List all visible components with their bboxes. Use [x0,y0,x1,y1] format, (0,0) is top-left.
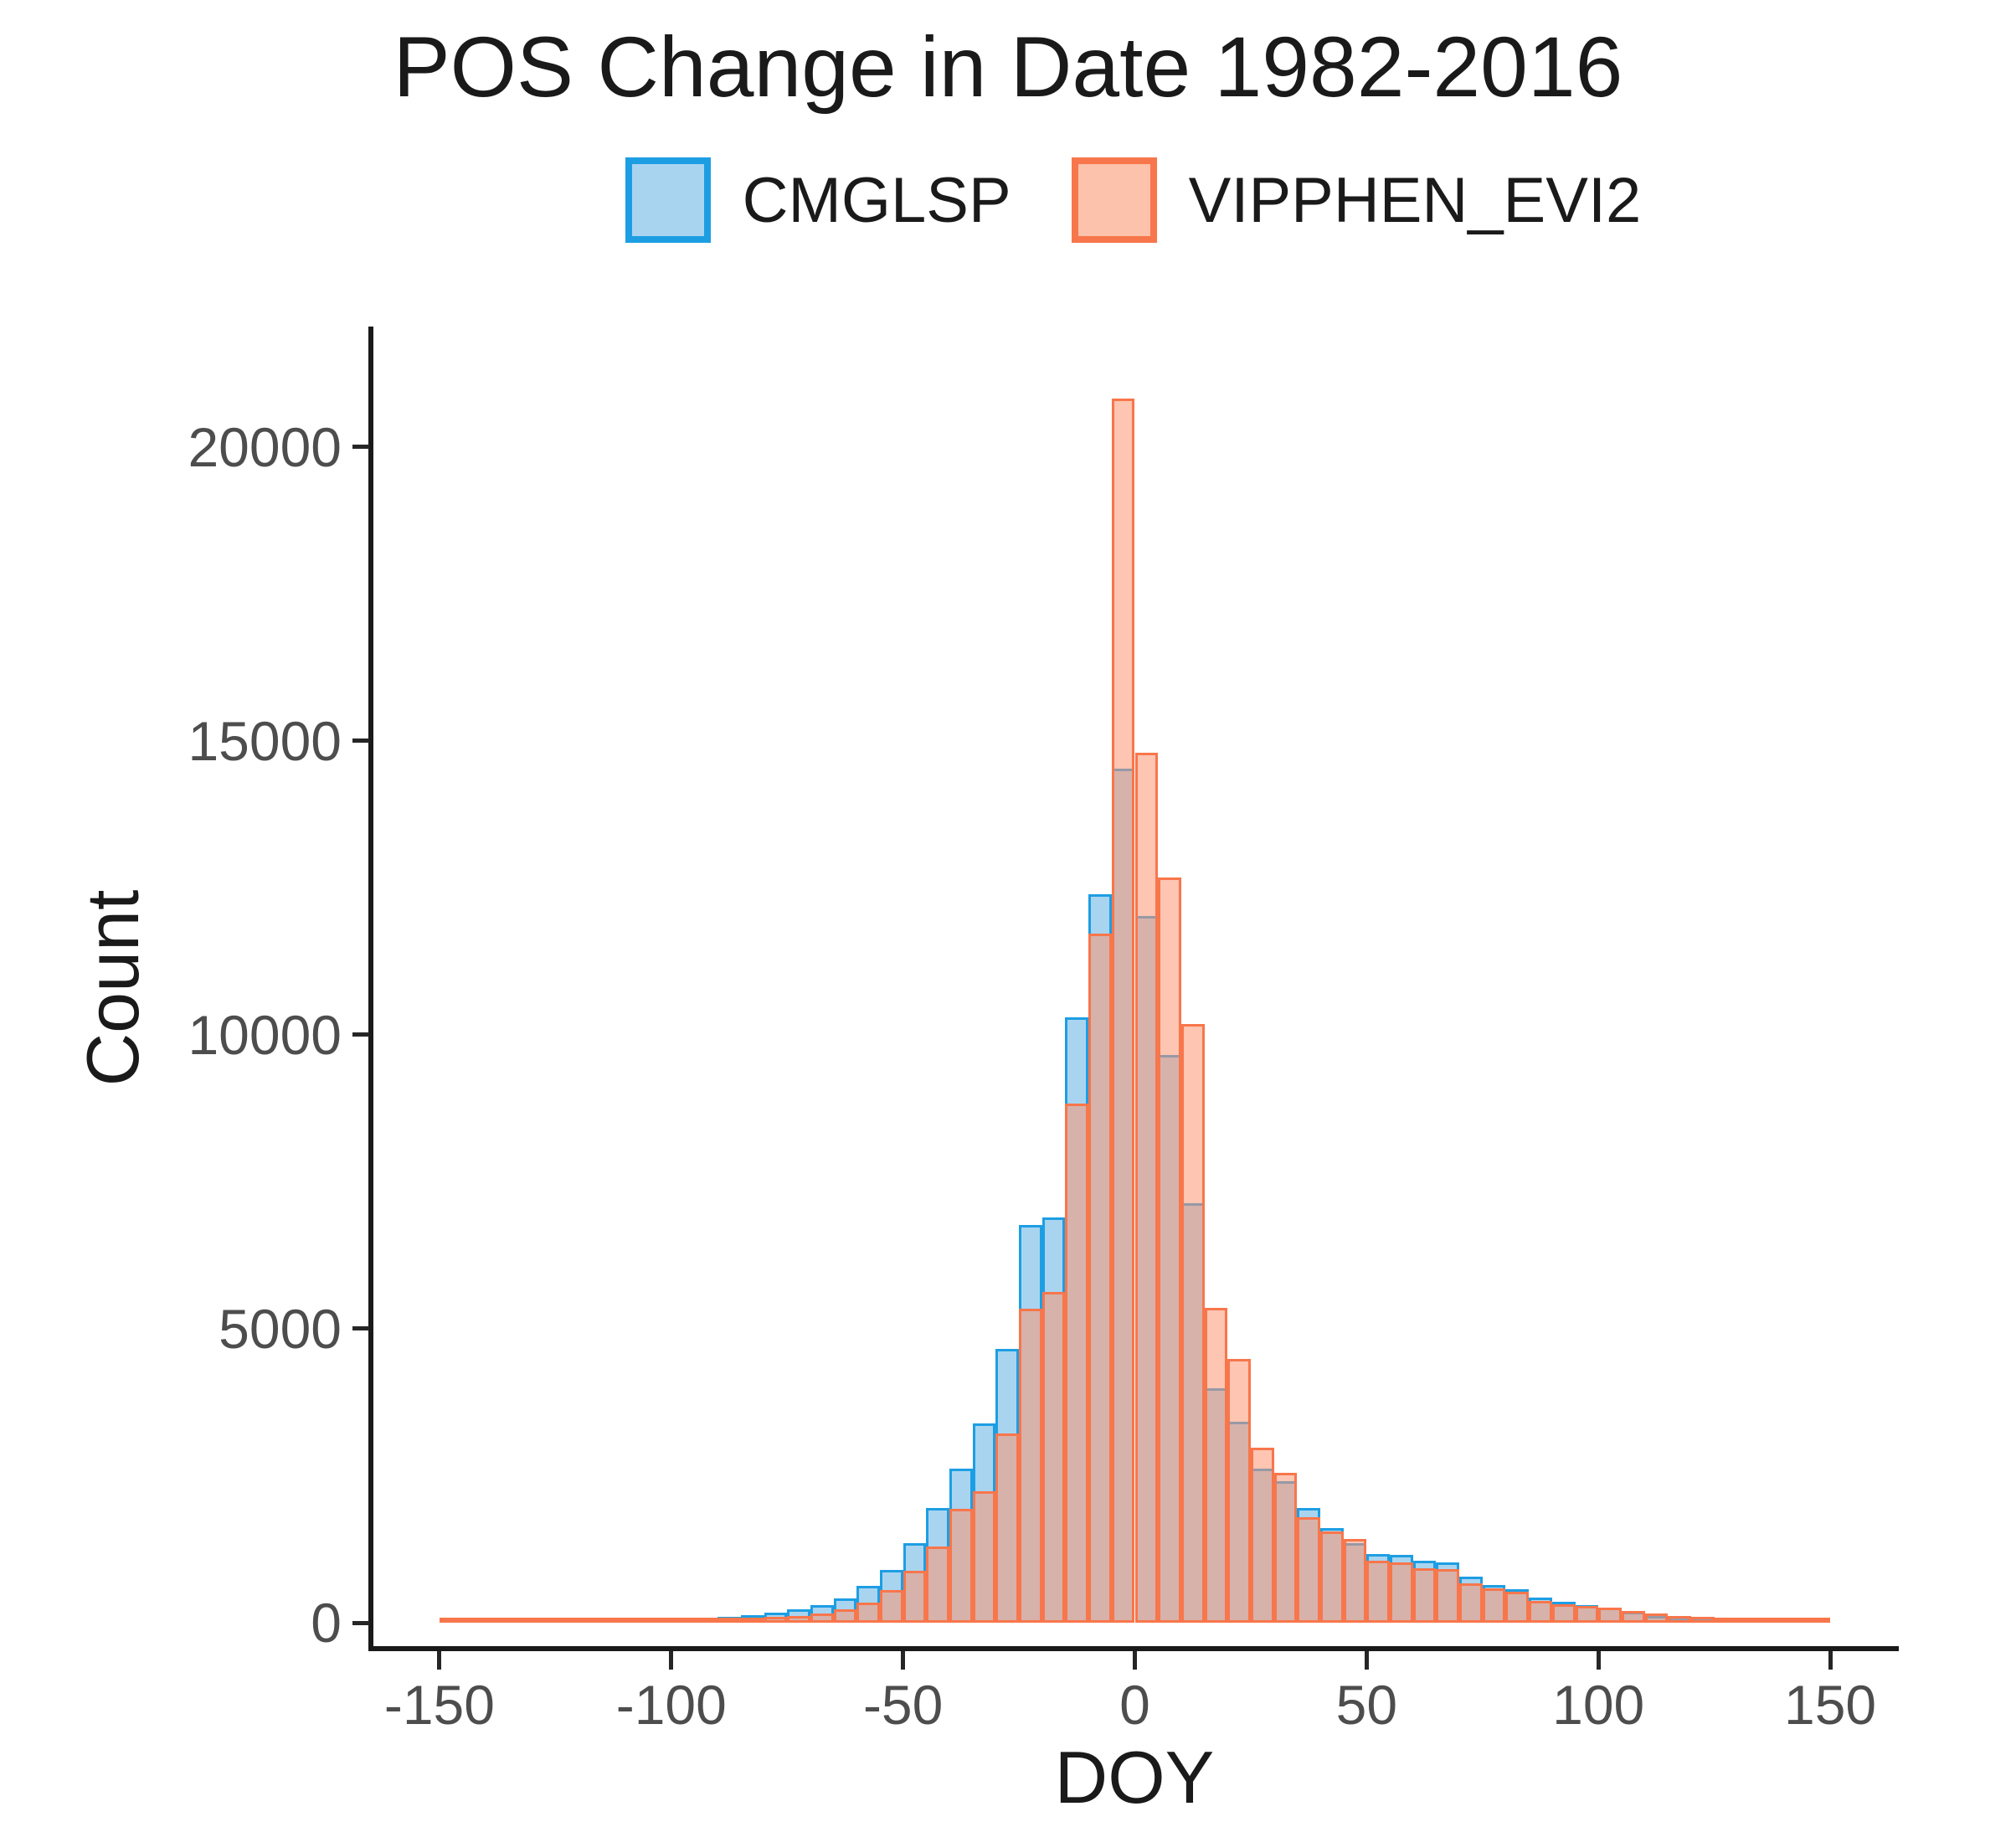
histogram-bar-vipphen_evi2 [879,1590,903,1623]
x-tick-mark [669,1651,674,1670]
x-tick-label: -100 [615,1674,727,1736]
x-tick-mark [901,1651,906,1670]
histogram-bar-vipphen_evi2 [787,1615,810,1623]
y-tick-mark [352,1620,369,1625]
legend-swatch-cmglsp [625,157,711,243]
x-tick-label: -150 [383,1674,495,1736]
histogram-bar-vipphen_evi2 [1529,1600,1552,1623]
histogram-bar-vipphen_evi2 [833,1608,857,1623]
histogram-bar-vipphen_evi2 [1760,1618,1784,1623]
histogram-bar-vipphen_evi2 [972,1490,996,1623]
x-tick-mark [1828,1651,1833,1670]
histogram-bar-vipphen_evi2 [1204,1308,1228,1623]
histogram-bar-vipphen_evi2 [1412,1568,1437,1623]
histogram-bar-vipphen_evi2 [1019,1309,1042,1623]
legend-item-vipphen-evi2: VIPPHEN_EVI2 [1071,157,1642,243]
legend-swatch-vipphen-evi2 [1071,157,1157,243]
histogram-bar-vipphen_evi2 [926,1546,949,1623]
histogram-bar-vipphen_evi2 [1041,1292,1066,1623]
histogram-bar-vipphen_evi2 [1088,934,1112,1623]
legend: CMGLSP VIPPHEN_EVI2 [370,157,1896,243]
histogram-bar-vipphen_evi2 [1505,1591,1530,1623]
histogram-bar-vipphen_evi2 [1598,1607,1622,1623]
histogram-bar-vipphen_evi2 [1459,1583,1483,1623]
histogram-bar-vipphen_evi2 [1551,1604,1576,1623]
histogram-bar-vipphen_evi2 [1783,1618,1808,1623]
y-tick-mark [352,1326,369,1331]
y-axis-line [368,327,373,1651]
histogram-bar-vipphen_evi2 [740,1618,764,1623]
x-axis-title: DOY [1054,1736,1215,1819]
histogram-bar-vipphen_evi2 [1482,1588,1506,1623]
histogram-bar-vipphen_evi2 [1714,1618,1738,1623]
histogram-bar-vipphen_evi2 [671,1618,695,1623]
histogram-bar-vipphen_evi2 [1227,1358,1251,1623]
chart-title: POS Change in Date 1982-2016 [393,19,1623,115]
y-tick-mark [352,1032,369,1037]
histogram-bar-vipphen_evi2 [1737,1618,1761,1623]
histogram-bar-vipphen_evi2 [1575,1605,1599,1623]
histogram-bar-vipphen_evi2 [625,1618,649,1623]
histogram-bar-vipphen_evi2 [1111,399,1135,1623]
x-tick-label: 100 [1552,1674,1645,1736]
x-tick-mark [1596,1651,1601,1670]
histogram-bar-vipphen_evi2 [1134,753,1159,1623]
histogram-bar-vipphen_evi2 [856,1603,880,1623]
histogram-bar-vipphen_evi2 [1621,1610,1645,1623]
y-tick-label: 10000 [188,1003,342,1066]
histogram-bar-vipphen_evi2 [1273,1472,1298,1623]
histogram-bar-vipphen_evi2 [1250,1447,1274,1623]
y-tick-label: 15000 [188,709,342,772]
histogram-bar-vipphen_evi2 [1644,1613,1669,1623]
histogram-bar-vipphen_evi2 [995,1433,1020,1623]
y-tick-mark [352,445,369,450]
histogram-bar-vipphen_evi2 [648,1618,671,1623]
histogram-bar-vipphen_evi2 [1436,1569,1460,1623]
x-tick-mark [1133,1651,1137,1670]
x-tick-label: 0 [1119,1674,1150,1736]
histogram-bar-vipphen_evi2 [462,1618,486,1623]
histogram-bar-vipphen_evi2 [579,1618,602,1623]
histogram-bar-vipphen_evi2 [1180,1024,1205,1623]
histogram-bar-vipphen_evi2 [764,1617,788,1623]
x-tick-label: 150 [1783,1674,1877,1736]
legend-label-cmglsp: CMGLSP [742,164,1011,236]
histogram-bar-vipphen_evi2 [1065,1103,1089,1623]
x-tick-label: -50 [862,1674,944,1736]
histogram-bar-vipphen_evi2 [1297,1517,1320,1623]
histogram-bar-vipphen_evi2 [903,1570,927,1623]
histogram-bar-vipphen_evi2 [509,1618,532,1623]
legend-label-vipphen-evi2: VIPPHEN_EVI2 [1188,164,1642,236]
histogram-bar-vipphen_evi2 [810,1613,834,1623]
y-axis-title: Count [71,889,154,1087]
histogram-bar-vipphen_evi2 [1668,1615,1691,1623]
histogram-bar-vipphen_evi2 [717,1618,741,1623]
legend-item-cmglsp: CMGLSP [625,157,1011,243]
y-tick-label: 5000 [219,1297,342,1360]
histogram-bar-vipphen_evi2 [555,1618,579,1623]
x-tick-mark [1364,1651,1369,1670]
histogram-bar-vipphen_evi2 [1366,1560,1391,1623]
y-tick-label: 20000 [188,415,342,478]
histogram-bar-vipphen_evi2 [486,1618,509,1623]
histogram-bar-vipphen_evi2 [532,1618,556,1623]
histogram-bar-vipphen_evi2 [949,1508,973,1623]
y-tick-mark [352,739,369,744]
histogram-bar-vipphen_evi2 [694,1618,718,1623]
x-axis-line [368,1646,1899,1651]
histogram-bar-vipphen_evi2 [1319,1531,1344,1623]
x-tick-label: 50 [1335,1674,1398,1736]
x-tick-mark [437,1651,442,1670]
histogram-bar-vipphen_evi2 [1690,1616,1715,1623]
histogram-bar-vipphen_evi2 [439,1618,463,1623]
histogram-bar-vipphen_evi2 [601,1618,625,1623]
histogram-bar-vipphen_evi2 [1390,1562,1413,1623]
y-tick-label: 0 [311,1592,342,1654]
histogram-bar-vipphen_evi2 [1158,877,1181,1623]
histogram-bar-vipphen_evi2 [1343,1539,1367,1623]
histogram-bar-vipphen_evi2 [1807,1618,1831,1623]
